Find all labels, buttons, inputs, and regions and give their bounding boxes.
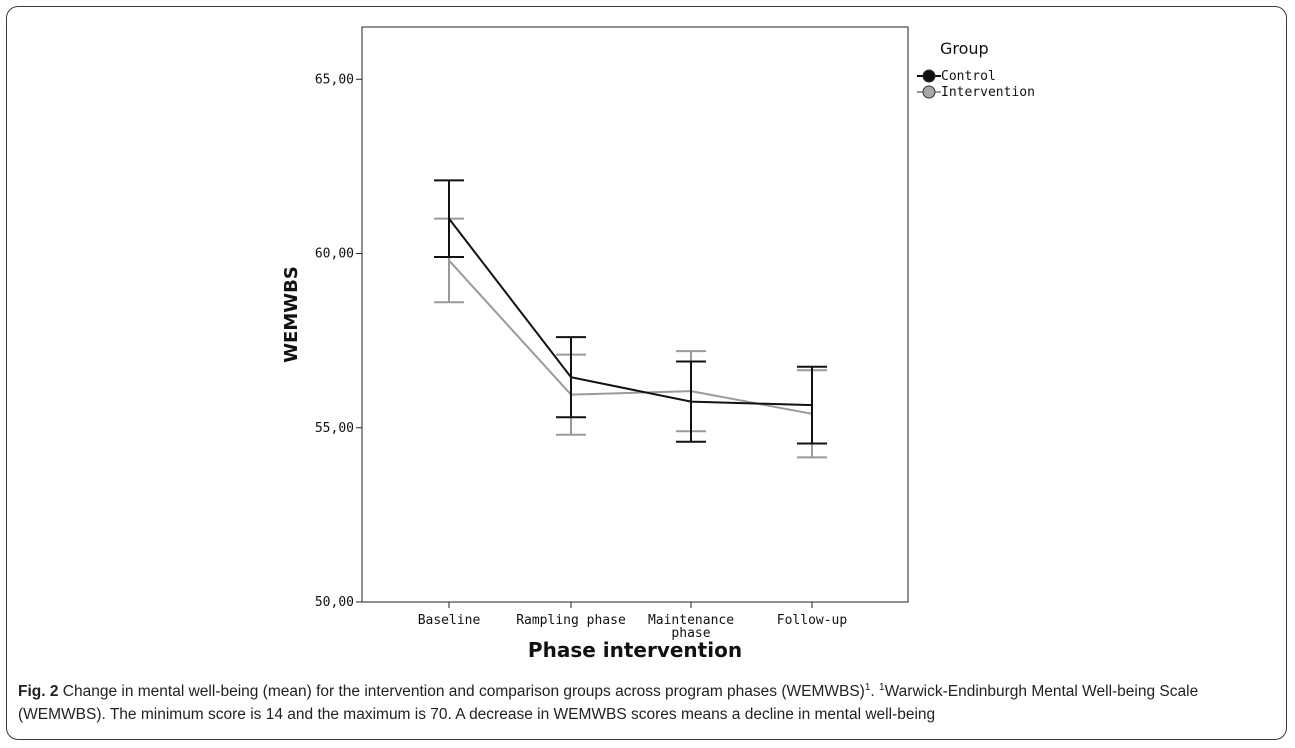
- line-chart: 50,00 55,00 60,00 65,00 Baseline Rampling pha…: [281, 26, 1035, 662]
- caption-text-3: Warwick-Endinburgh Mental Well-being Sca…: [18, 683, 1199, 723]
- caption-text-1: Change in mental well-being (mean) for t…: [58, 683, 865, 700]
- x-tick-label: Baseline: [418, 613, 481, 628]
- y-tick-label: 65,00: [315, 72, 354, 87]
- legend-label-control: Control: [941, 69, 996, 84]
- legend-marker-intervention: [922, 85, 936, 99]
- caption-sup-1: 1: [864, 681, 871, 693]
- x-tick-label: Follow-up: [777, 613, 848, 628]
- caption-sup-2: 1: [879, 681, 885, 693]
- figure-caption: Fig. 2 Change in mental well-being (mean…: [18, 680, 1268, 726]
- x-tick-label: Rampling phase: [516, 613, 626, 628]
- series-line-control: [448, 218, 813, 407]
- legend-title: Group: [940, 39, 989, 58]
- legend-marker-control: [922, 69, 936, 83]
- figure-label: Fig. 2: [18, 683, 59, 700]
- y-axis-title: WEMWBS: [281, 266, 302, 363]
- figure-frame: 50,00 55,00 60,00 65,00 Baseline Rampling pha…: [6, 6, 1287, 740]
- y-tick-label: 60,00: [315, 247, 354, 262]
- x-axis-title: Phase intervention: [528, 638, 742, 662]
- series-line-intervention: [448, 259, 813, 415]
- plot-area-frame: [361, 26, 909, 603]
- legend-label-intervention: Intervention: [941, 85, 1035, 100]
- x-tick-label: phase: [671, 626, 710, 641]
- y-tick-label: 55,00: [315, 421, 354, 436]
- caption-text-2: .: [870, 683, 880, 700]
- x-tick-label: Maintenance: [648, 613, 734, 628]
- y-tick-label: 50,00: [315, 595, 354, 610]
